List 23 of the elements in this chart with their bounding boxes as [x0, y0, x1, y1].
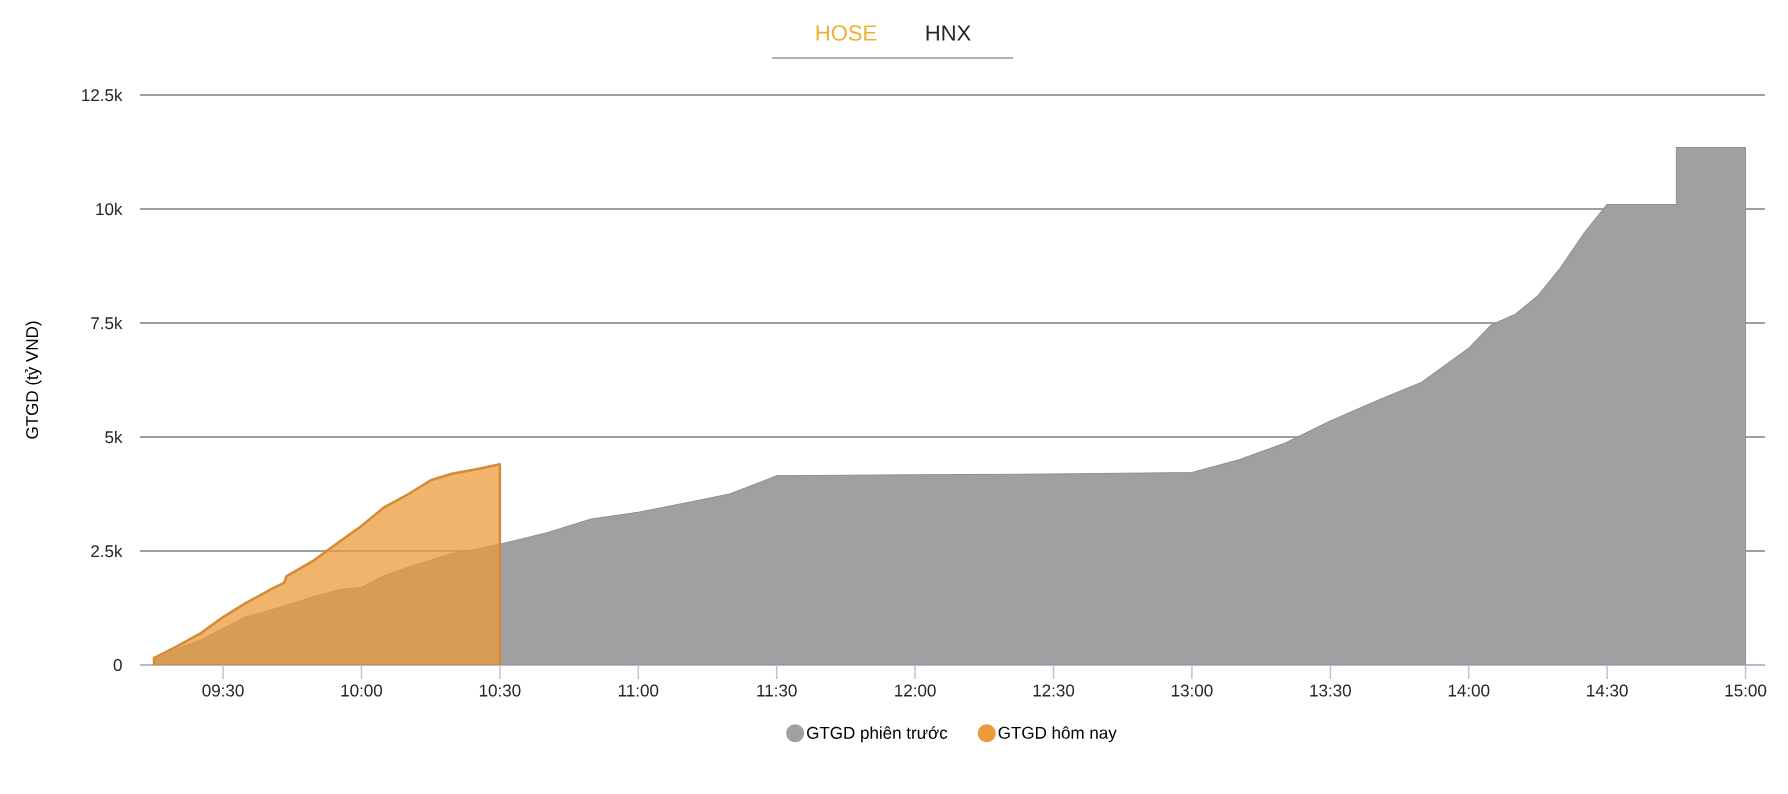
x-tick-label: 11:00 [618, 684, 659, 697]
y-tick-label: 5k [105, 430, 123, 444]
y-tick-label: 2.5k [91, 544, 123, 558]
x-tick-label: 10:30 [479, 684, 521, 697]
legend-label: GTGD phiên trước [807, 726, 948, 743]
y-tick-label: 7.5k [91, 316, 123, 330]
x-tick-label: 12:30 [1033, 684, 1075, 697]
x-tick-label: 09:30 [202, 684, 244, 697]
x-tick-label: 11:30 [757, 684, 797, 697]
legend-label: GTGD hôm nay [998, 726, 1117, 743]
x-tick-label: 13:00 [1171, 684, 1213, 697]
x-tick-label: 13:30 [1310, 684, 1351, 697]
y-tick-label: 0 [113, 658, 122, 672]
y-tick-label: 10k [96, 202, 123, 216]
y-tick-label: 12.5k [82, 88, 123, 102]
x-tick-label: 14:30 [1587, 684, 1628, 697]
text: HNX [926, 25, 971, 41]
text: HOSE [816, 25, 877, 41]
x-tick-label: 10:00 [341, 684, 383, 697]
y-axis-title: GTGD (tỷ VND) [25, 321, 42, 439]
x-tick-label: 12:00 [895, 684, 936, 697]
x-tick-label: 14:00 [1448, 684, 1490, 697]
x-tick-label: 15:00 [1725, 684, 1767, 697]
